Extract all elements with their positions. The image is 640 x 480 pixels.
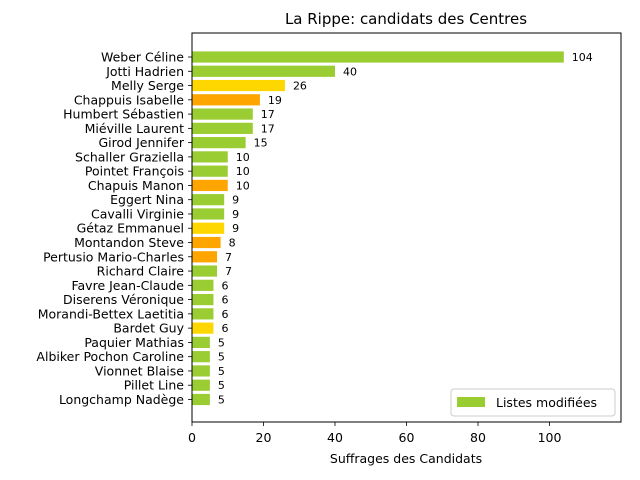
y-tick-label: Diserens Véronique xyxy=(63,292,184,307)
chart-title: La Rippe: candidats des Centres xyxy=(285,10,527,28)
value-label: 6 xyxy=(221,308,228,321)
y-tick-label: Bardet Guy xyxy=(113,321,184,336)
legend-box xyxy=(450,388,616,417)
value-label: 8 xyxy=(229,237,236,250)
y-tick-label: Eggert Nina xyxy=(110,192,184,207)
y-tick-label: Miéville Laurent xyxy=(85,121,184,136)
bar xyxy=(192,379,210,391)
y-tick-label: Humbert Sébastien xyxy=(63,107,184,122)
bar xyxy=(192,322,214,334)
bar xyxy=(192,108,253,120)
x-axis-label: Suffrages des Candidats xyxy=(330,451,482,466)
bar xyxy=(192,137,246,149)
y-tick-label: Morandi-Bettex Laetitia xyxy=(38,306,184,321)
y-tick-label: Richard Claire xyxy=(97,264,185,279)
value-label: 15 xyxy=(254,137,268,150)
bar xyxy=(192,351,210,363)
x-axis-ticks: 0 20 40 60 80 100 xyxy=(188,422,561,445)
y-tick-label: Paquier Mathias xyxy=(84,335,184,350)
y-tick-label: Pointet François xyxy=(85,164,184,179)
y-tick-label: Chapuis Manon xyxy=(88,178,184,193)
plot-frame xyxy=(191,32,622,423)
value-label: 9 xyxy=(232,208,239,221)
bar xyxy=(192,336,210,348)
x-tick-label: 0 xyxy=(188,430,196,445)
value-label: 6 xyxy=(221,279,228,292)
bar xyxy=(192,51,564,63)
value-label: 5 xyxy=(218,351,225,364)
x-tick-label: 100 xyxy=(538,430,562,445)
legend: Listes modifiées xyxy=(450,388,616,417)
value-label: 7 xyxy=(225,265,232,278)
bar xyxy=(192,222,225,234)
value-label: 9 xyxy=(232,222,239,235)
bar xyxy=(192,151,228,163)
bar xyxy=(192,308,214,320)
y-tick-label: Pertusio Mario-Charles xyxy=(43,249,184,264)
y-tick-label: Weber Céline xyxy=(101,50,184,65)
value-label: 104 xyxy=(572,51,593,64)
y-tick-label: Chappuis Isabelle xyxy=(74,92,184,107)
value-label: 9 xyxy=(232,194,239,207)
legend-swatch xyxy=(457,397,485,407)
y-tick-label: Vionnet Blaise xyxy=(95,363,185,378)
bar xyxy=(192,94,260,106)
bar xyxy=(192,236,221,249)
value-label: 40 xyxy=(343,65,357,78)
y-tick-label: Cavalli Virginie xyxy=(91,206,184,221)
value-label: 5 xyxy=(218,393,225,406)
y-tick-label: Longchamp Nadège xyxy=(59,392,184,407)
value-label: 10 xyxy=(236,165,250,178)
value-label: 17 xyxy=(261,122,275,135)
value-label: 10 xyxy=(236,179,250,192)
bar xyxy=(192,293,214,306)
value-label: 6 xyxy=(221,294,228,307)
y-tick-label: Schaller Graziella xyxy=(75,149,184,164)
y-tick-label: Favre Jean-Claude xyxy=(71,278,184,293)
value-label: 5 xyxy=(218,336,225,349)
value-label: 10 xyxy=(236,151,250,164)
y-tick-label: Jotti Hadrien xyxy=(105,64,184,79)
value-label: 26 xyxy=(293,80,307,93)
y-tick-label: Pillet Line xyxy=(124,378,185,393)
bar xyxy=(192,279,214,291)
y-tick-label: Girod Jennifer xyxy=(98,135,184,150)
y-tick-label: Albiker Pochon Caroline xyxy=(36,349,184,364)
legend-label: Listes modifiées xyxy=(496,395,597,410)
bar xyxy=(192,79,285,92)
x-tick-label: 40 xyxy=(327,430,343,445)
bar xyxy=(192,194,225,206)
bars-group xyxy=(192,51,564,406)
value-label: 19 xyxy=(268,94,282,107)
value-label: 6 xyxy=(221,322,228,335)
x-tick-label: 60 xyxy=(399,430,415,445)
y-tick-label: Montandon Steve xyxy=(74,235,184,250)
bar xyxy=(192,65,335,77)
value-label: 17 xyxy=(261,108,275,121)
bar xyxy=(192,265,218,277)
value-label: 7 xyxy=(225,251,232,264)
bar xyxy=(192,122,253,134)
bar xyxy=(192,179,228,192)
value-label: 5 xyxy=(218,365,225,378)
bar xyxy=(192,165,228,177)
value-label: 5 xyxy=(218,379,225,392)
x-tick-label: 20 xyxy=(256,430,272,445)
y-tick-label: Melly Serge xyxy=(111,78,184,93)
bar xyxy=(192,251,218,263)
x-tick-label: 80 xyxy=(470,430,486,445)
bar xyxy=(192,208,225,220)
bar xyxy=(192,393,210,406)
bar xyxy=(192,365,210,377)
y-tick-label: Gétaz Emmanuel xyxy=(77,221,184,236)
